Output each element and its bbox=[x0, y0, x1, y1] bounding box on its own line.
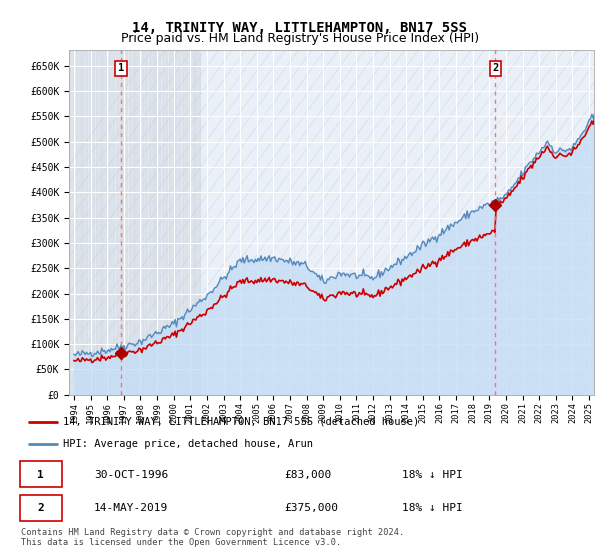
Text: 18% ↓ HPI: 18% ↓ HPI bbox=[403, 470, 463, 479]
Text: Contains HM Land Registry data © Crown copyright and database right 2024.
This d: Contains HM Land Registry data © Crown c… bbox=[21, 528, 404, 547]
Text: £83,000: £83,000 bbox=[284, 470, 332, 479]
Text: £375,000: £375,000 bbox=[284, 503, 338, 513]
Text: 2: 2 bbox=[37, 503, 44, 513]
Text: 30-OCT-1996: 30-OCT-1996 bbox=[94, 470, 168, 479]
Text: 1: 1 bbox=[118, 63, 124, 73]
Text: Price paid vs. HM Land Registry's House Price Index (HPI): Price paid vs. HM Land Registry's House … bbox=[121, 32, 479, 45]
Text: 14, TRINITY WAY, LITTLEHAMPTON, BN17 5SS: 14, TRINITY WAY, LITTLEHAMPTON, BN17 5SS bbox=[133, 21, 467, 35]
Text: 1: 1 bbox=[37, 470, 44, 479]
Text: 14, TRINITY WAY, LITTLEHAMPTON, BN17 5SS (detached house): 14, TRINITY WAY, LITTLEHAMPTON, BN17 5SS… bbox=[63, 417, 419, 427]
Text: HPI: Average price, detached house, Arun: HPI: Average price, detached house, Arun bbox=[63, 438, 313, 449]
Text: 18% ↓ HPI: 18% ↓ HPI bbox=[403, 503, 463, 513]
Text: 2: 2 bbox=[493, 63, 499, 73]
FancyBboxPatch shape bbox=[20, 461, 62, 487]
Text: 14-MAY-2019: 14-MAY-2019 bbox=[94, 503, 168, 513]
FancyBboxPatch shape bbox=[20, 495, 62, 521]
